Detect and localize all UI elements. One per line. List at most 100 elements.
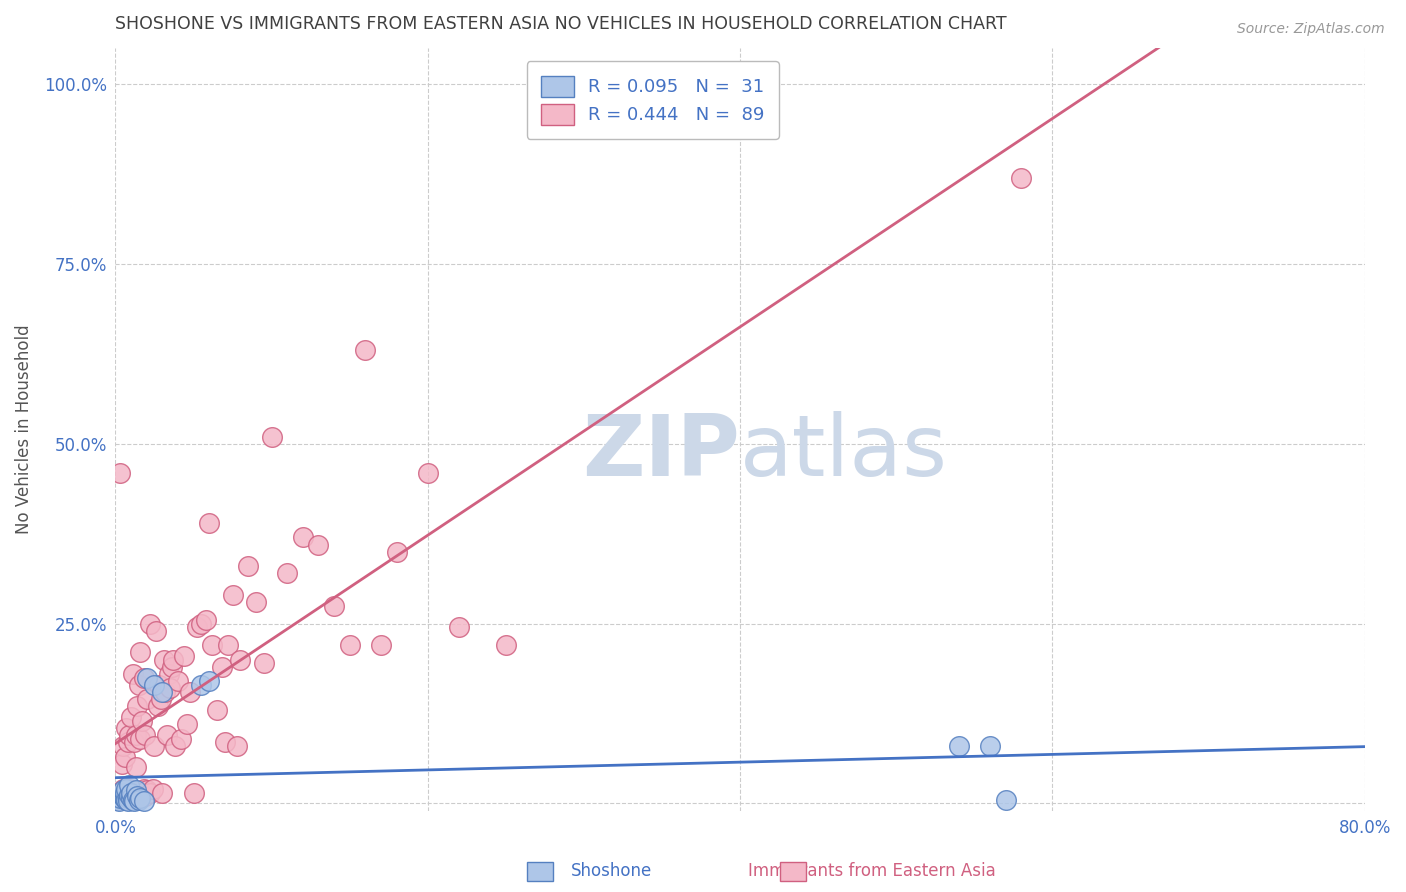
Point: [121, 667, 143, 681]
Point: [146, 699, 169, 714]
Point: [447, 620, 470, 634]
Point: [416, 466, 439, 480]
Point: [145, 624, 167, 638]
Point: [135, 692, 157, 706]
Point: [143, 739, 166, 753]
Point: [120, 710, 142, 724]
Point: [112, 783, 135, 797]
Point: [120, 788, 142, 802]
Point: [1010, 170, 1032, 185]
Text: ZIP: ZIP: [582, 411, 740, 494]
Point: [112, 789, 135, 804]
Point: [245, 595, 267, 609]
Point: [128, 678, 150, 692]
Point: [142, 781, 165, 796]
Point: [134, 789, 156, 804]
Point: [134, 728, 156, 742]
Text: atlas: atlas: [740, 411, 948, 494]
Point: [115, 793, 138, 807]
Point: [108, 790, 131, 805]
Point: [385, 545, 408, 559]
Point: [127, 790, 149, 805]
Point: [176, 717, 198, 731]
Point: [948, 739, 970, 753]
Point: [148, 678, 170, 692]
Point: [167, 674, 190, 689]
Point: [114, 788, 136, 802]
Point: [179, 685, 201, 699]
Point: [160, 659, 183, 673]
Point: [125, 728, 148, 742]
Point: [150, 786, 173, 800]
Point: [183, 786, 205, 800]
Point: [118, 778, 141, 792]
Point: [979, 739, 1001, 753]
Point: [162, 652, 184, 666]
Point: [354, 343, 377, 358]
Text: Immigrants from Eastern Asia: Immigrants from Eastern Asia: [748, 862, 995, 880]
Point: [122, 794, 145, 808]
Point: [190, 616, 212, 631]
Point: [125, 760, 148, 774]
Point: [121, 786, 143, 800]
Text: Source: ZipAtlas.com: Source: ZipAtlas.com: [1237, 22, 1385, 37]
Point: [120, 786, 142, 800]
Point: [118, 781, 141, 796]
Point: [143, 678, 166, 692]
Point: [149, 692, 172, 706]
Point: [129, 731, 152, 746]
Point: [217, 638, 239, 652]
Point: [115, 793, 138, 807]
Point: [132, 781, 155, 796]
Point: [173, 648, 195, 663]
Point: [323, 599, 346, 613]
Point: [118, 728, 141, 742]
Point: [121, 793, 143, 807]
Point: [994, 793, 1017, 807]
Point: [129, 790, 152, 805]
Point: [127, 789, 149, 804]
Legend: R = 0.095   N =  31, R = 0.444   N =  89: R = 0.095 N = 31, R = 0.444 N = 89: [527, 62, 779, 139]
Text: Shoshone: Shoshone: [571, 862, 652, 880]
Point: [115, 721, 138, 735]
Point: [156, 728, 179, 742]
Point: [128, 793, 150, 807]
Point: [170, 731, 193, 746]
Point: [111, 788, 134, 802]
Point: [190, 678, 212, 692]
Point: [253, 656, 276, 670]
Point: [107, 789, 129, 804]
Point: [221, 588, 243, 602]
Point: [128, 786, 150, 800]
Point: [112, 739, 135, 753]
Point: [201, 638, 224, 652]
Point: [118, 788, 141, 802]
Point: [117, 794, 139, 808]
Point: [198, 516, 221, 530]
Point: [195, 613, 218, 627]
Point: [129, 645, 152, 659]
Point: [135, 671, 157, 685]
Point: [111, 790, 134, 805]
Point: [120, 791, 142, 805]
Point: [115, 781, 138, 796]
Text: SHOSHONE VS IMMIGRANTS FROM EASTERN ASIA NO VEHICLES IN HOUSEHOLD CORRELATION CH: SHOSHONE VS IMMIGRANTS FROM EASTERN ASIA…: [115, 15, 1007, 33]
Point: [159, 681, 181, 696]
Point: [135, 783, 157, 797]
Point: [226, 739, 249, 753]
Point: [131, 786, 153, 800]
Y-axis label: No Vehicles in Household: No Vehicles in Household: [15, 325, 32, 534]
Point: [132, 671, 155, 685]
Point: [211, 659, 233, 673]
Point: [111, 756, 134, 771]
Point: [125, 783, 148, 797]
Point: [139, 786, 162, 800]
Point: [495, 638, 517, 652]
Point: [114, 792, 136, 806]
Point: [127, 699, 149, 714]
Point: [291, 530, 314, 544]
Point: [105, 793, 128, 807]
Point: [114, 786, 136, 800]
Point: [155, 685, 177, 699]
Point: [276, 566, 298, 581]
